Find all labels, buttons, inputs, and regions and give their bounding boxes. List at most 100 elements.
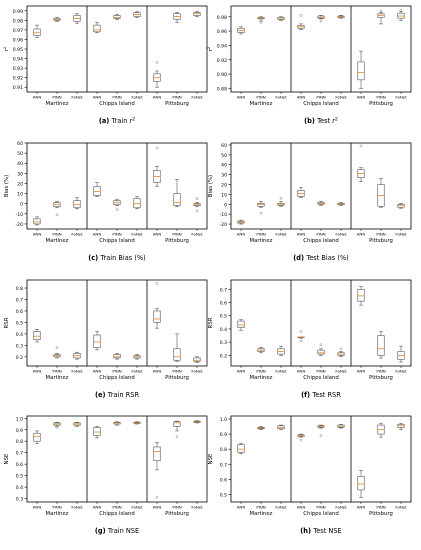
panel-caption: (h) Test NSE [300,527,341,535]
x-tick-label: PINN [172,232,181,237]
group-label: Chipps Island [99,375,134,381]
outlier-point [55,426,59,429]
y-tick-label: 0.4 [16,485,23,491]
outlier-point [155,496,159,499]
x-tick-label: PINN [112,95,121,100]
box-chipps-island-fonet [133,196,141,210]
x-tick-label: ANN [237,369,246,374]
x-tick-label: PINN [256,95,265,100]
x-tick-label: PINN [256,369,265,374]
outlier-point [359,144,363,148]
box-body [33,432,41,442]
box-pittsburg-pinn [173,179,181,208]
y-tick-label: 0.6 [16,309,23,315]
y-tick-label: 0.8 [16,439,23,445]
x-tick-label: PINN [112,232,121,237]
y-tick-label: -20 [219,222,227,228]
box-body [93,186,101,196]
y-tick-label: 0.3 [16,497,23,503]
x-tick-label: ANN [93,505,102,510]
y-axis-label: RSR [208,317,214,328]
x-tick-label: ANN [297,505,306,510]
x-tick-label: ANN [357,232,366,237]
x-tick-label: ANN [357,505,366,510]
box-pittsburg-pinn [377,331,385,359]
x-tick-label: FoNet [71,369,83,374]
box-martinez-fonet [277,16,285,21]
x-tick-label: ANN [237,232,246,237]
y-tick-label: 60 [17,141,23,147]
x-tick-label: FoNet [191,95,203,100]
x-tick-label: ANN [237,505,246,510]
x-tick-label: FoNet [395,369,407,374]
box-chipps-island-ann [297,13,305,30]
outlier-point [319,19,323,23]
y-tick-label: 30 [221,173,227,179]
box-body [113,354,121,359]
group-label: Chipps Island [303,238,338,244]
box-martinez-fonet [73,351,81,360]
box-body [153,310,161,323]
box-body [93,24,101,33]
y-tick-label: 20 [17,181,23,187]
y-tick-label: 0.5 [16,474,23,480]
x-tick-label: ANN [93,232,102,237]
y-tick-label: 0.97 [13,28,23,34]
box-body [173,421,181,427]
panel-caption: (b) Test r2 [304,117,338,126]
x-tick-label: ANN [93,95,102,100]
group-label: Martinez [46,511,69,517]
y-tick-label: 0.94 [217,43,227,49]
y-tick-label: 0.98 [217,15,227,21]
x-tick-label: PINN [376,505,385,510]
x-tick-label: PINN [112,369,121,374]
y-tick-label: 0.2 [220,353,227,359]
outlier-point [195,209,199,213]
outlier-point [55,213,59,217]
box-martinez-ann [237,319,245,331]
y-tick-label: 0.95 [13,47,23,53]
outlier-point [379,9,383,13]
x-tick-label: FoNet [335,505,347,510]
box-martinez-pinn [257,201,265,215]
box-chipps-island-pinn [317,15,325,23]
box-body [73,200,81,209]
box-body [153,446,161,462]
x-tick-label: FoNet [131,369,143,374]
x-tick-label: FoNet [395,505,407,510]
y-tick-label: 0.7 [220,287,227,293]
y-tick-label: 0.4 [16,332,23,338]
outlier-point [299,339,303,343]
y-tick-label: 0.5 [220,492,227,498]
group-label: Pittsburg [165,101,189,107]
box-pittsburg-fonet [397,423,405,430]
box-body [113,15,121,19]
y-tick-label: 0.5 [220,314,227,320]
y-tick-label: 0.88 [217,86,227,92]
box-pittsburg-fonet [397,202,405,209]
y-tick-label: 0.6 [16,462,23,468]
box-pittsburg-pinn [173,420,181,438]
x-tick-label: FoNet [335,369,347,374]
group-label: Chipps Island [303,375,338,381]
x-tick-label: FoNet [191,369,203,374]
y-tick-label: -20 [15,222,23,228]
y-tick-label: 0.96 [217,29,227,35]
x-tick-label: ANN [33,95,42,100]
x-tick-label: ANN [297,95,306,100]
y-tick-label: 0.98 [13,18,23,24]
panel-caption: (f) Test RSR [301,391,341,399]
box-body [237,444,245,453]
box-chipps-island-ann [93,426,101,439]
box-pittsburg-ann [357,470,365,498]
x-tick-label: FoNet [275,369,287,374]
box-martinez-pinn [53,17,61,22]
box-body [257,202,265,207]
x-tick-label: ANN [153,232,162,237]
group-label: Martinez [46,238,69,244]
y-tick-label: 0 [20,202,23,208]
y-axis-label: Bias (%) [4,175,10,197]
box-pittsburg-ann [153,442,161,499]
x-tick-label: ANN [153,95,162,100]
